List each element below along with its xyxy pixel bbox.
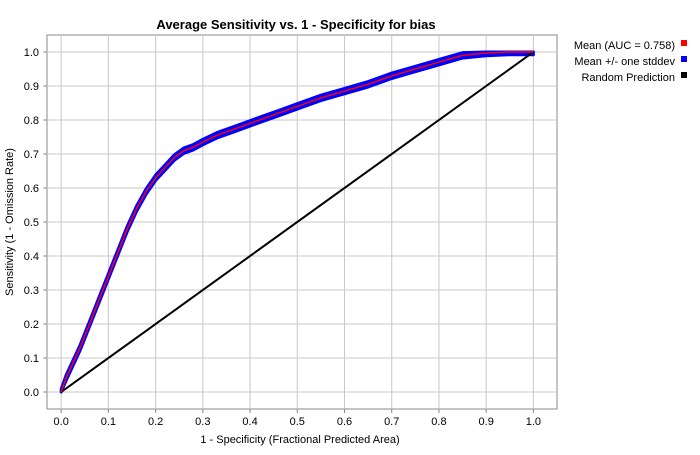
y-tick-label: 0.8	[24, 115, 39, 127]
series	[59, 50, 535, 394]
y-axis-ticks: 0.0 0.1 0.2 0.3 0.4 0.5 0.6 0.7 0.8 0.9 1.0	[24, 47, 47, 399]
y-tick-label: 0.1	[24, 353, 39, 365]
legend-label-stddev: Mean +/- one stddev	[574, 56, 675, 68]
x-tick-label: 0.3	[195, 416, 210, 428]
series-mean-line	[60, 51, 534, 393]
series-random-line	[60, 51, 534, 393]
legend-swatch-random	[681, 72, 687, 78]
legend-swatch-mean	[681, 40, 687, 46]
x-tick-label: 0.1	[101, 416, 116, 428]
y-tick-label: 0.7	[24, 149, 39, 161]
x-tick-label: 0.2	[148, 416, 163, 428]
y-axis-label: Sensitivity (1 - Omission Rate)	[4, 148, 16, 296]
legend-label-mean: Mean (AUC = 0.758)	[574, 40, 675, 52]
y-tick-label: 0.2	[24, 319, 39, 331]
grid	[47, 35, 557, 409]
y-tick-label: 0.4	[24, 251, 39, 263]
y-tick-label: 0.0	[24, 387, 39, 399]
x-tick-label: 0.7	[384, 416, 399, 428]
y-tick-label: 0.3	[24, 285, 39, 297]
y-tick-label: 1.0	[24, 47, 39, 59]
chart-title: Average Sensitivity vs. 1 - Specificity …	[156, 17, 435, 32]
x-tick-label: 0.4	[242, 416, 257, 428]
x-axis-label: 1 - Specificity (Fractional Predicted Ar…	[200, 434, 399, 446]
series-stddev-band	[59, 50, 535, 394]
legend-label-random: Random Prediction	[581, 72, 675, 84]
legend: Mean (AUC = 0.758) Mean +/- one stddev R…	[574, 40, 687, 84]
y-tick-label: 0.6	[24, 183, 39, 195]
x-tick-label: 1.0	[526, 416, 541, 428]
x-tick-label: 0.6	[337, 416, 352, 428]
y-tick-label: 0.9	[24, 81, 39, 93]
x-tick-label: 0.5	[290, 416, 305, 428]
legend-swatch-stddev	[681, 56, 687, 62]
x-tick-label: 0.8	[431, 416, 446, 428]
x-tick-label: 0.9	[479, 416, 494, 428]
x-tick-label: 0.0	[54, 416, 69, 428]
y-tick-label: 0.5	[24, 217, 39, 229]
x-axis-ticks: 0.0 0.1 0.2 0.3 0.4 0.5 0.6 0.7 0.8 0.9 1.0	[54, 409, 541, 428]
